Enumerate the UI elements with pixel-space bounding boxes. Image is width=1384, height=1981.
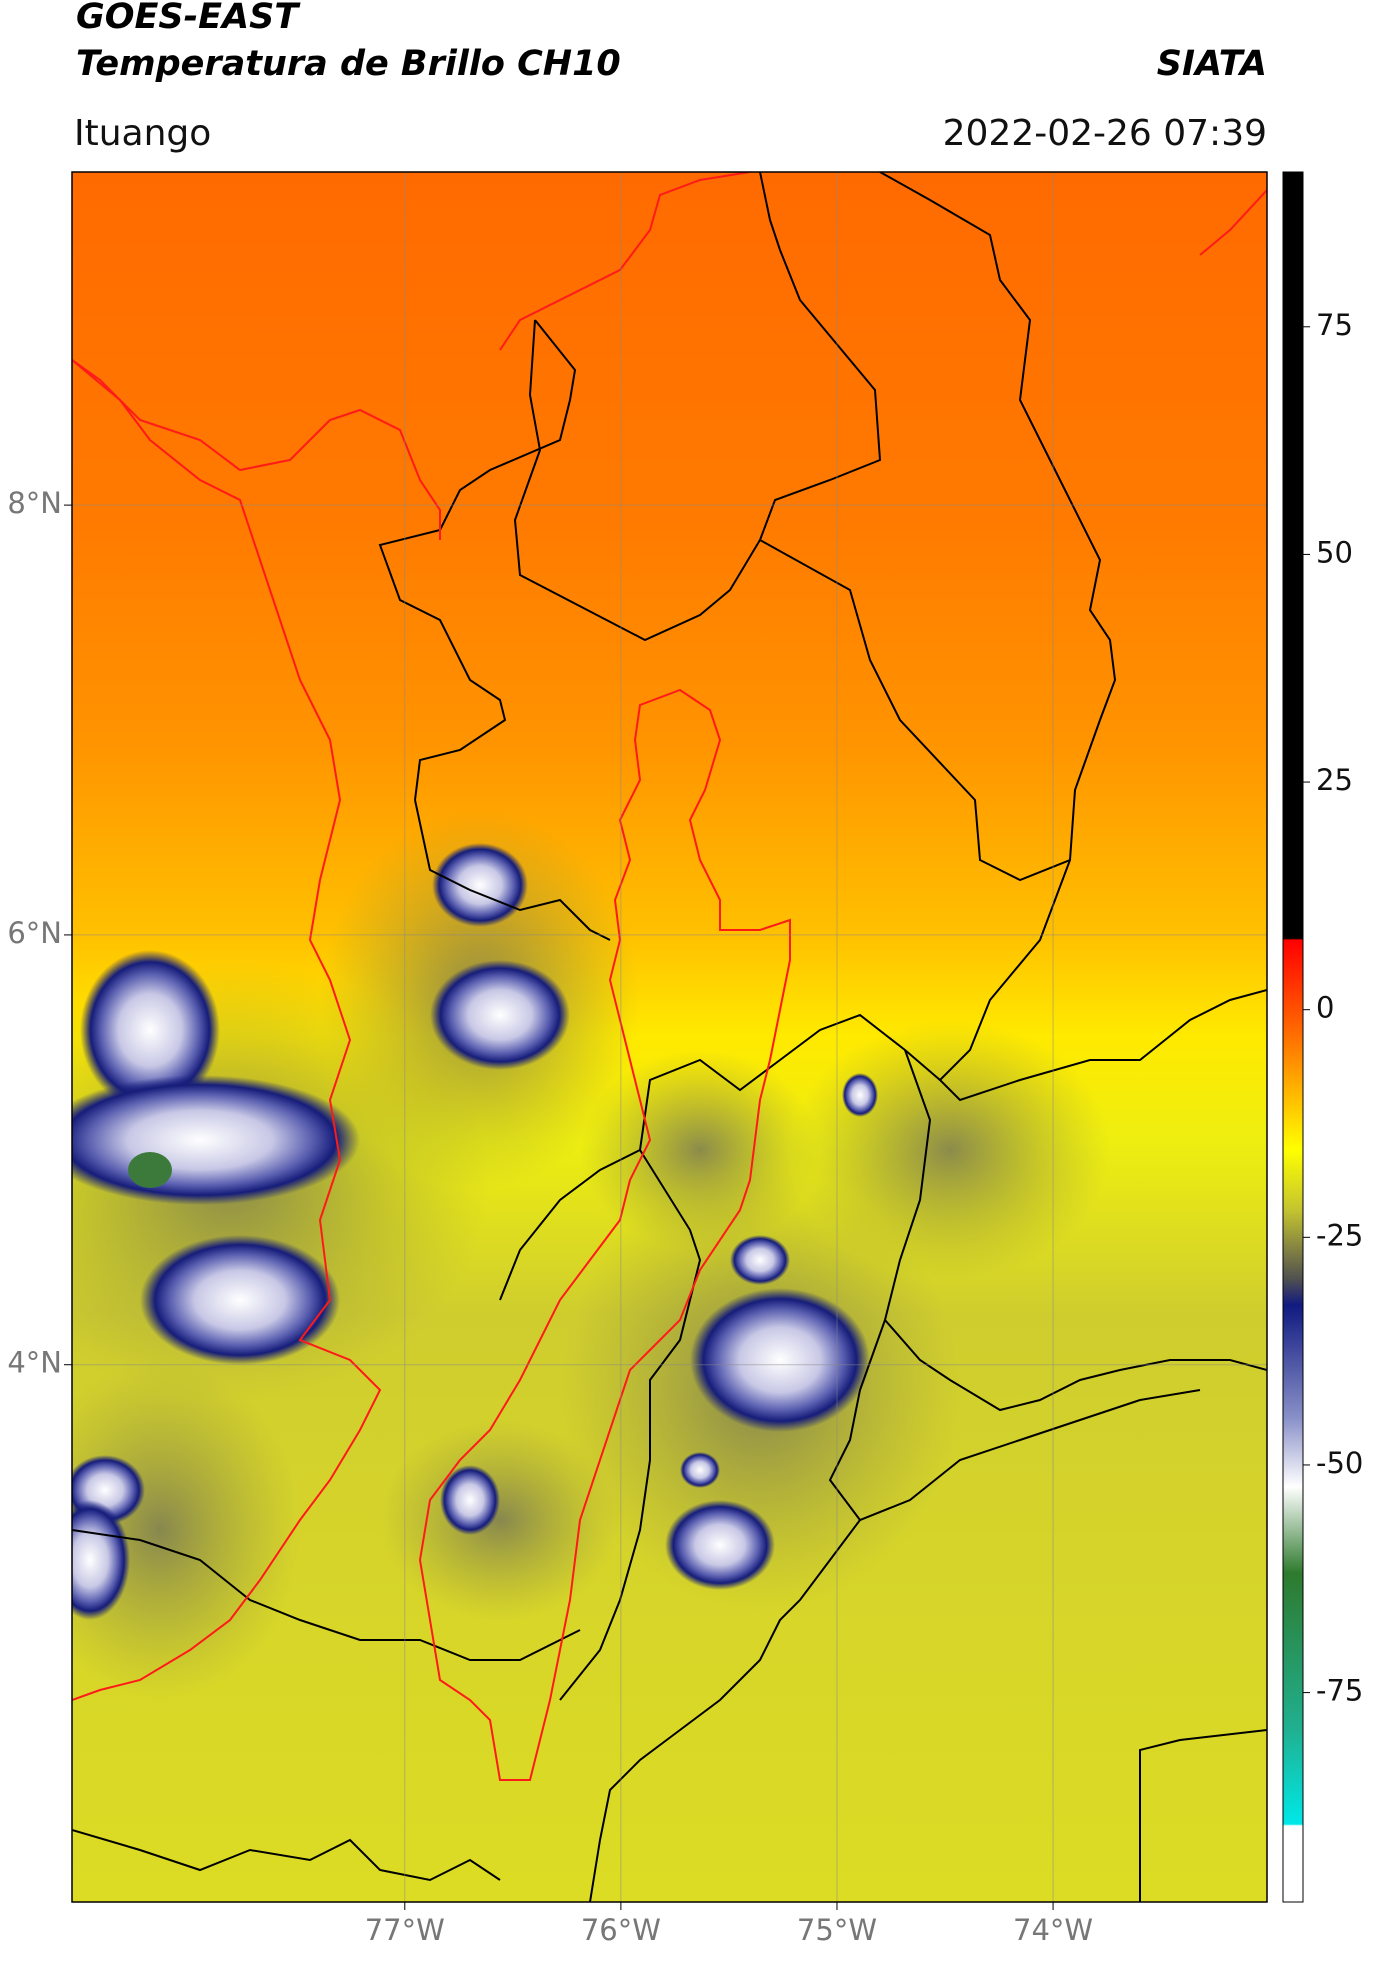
y-tick-label: 4°N [7,1346,62,1380]
colorbar-tick-label: -50 [1316,1446,1363,1480]
colorbar-tick-label: -25 [1316,1218,1363,1252]
title: GOES-EAST [76,0,301,37]
colorbar-tick-label: 50 [1316,535,1353,569]
y-tick-label: 8°N [7,486,62,520]
borders [72,172,1267,1902]
x-tick-label: 75°W [797,1913,877,1947]
colorbar-tick-label: 25 [1316,763,1353,797]
colorbar-tick-label: -75 [1316,1674,1363,1708]
colorbar-tick-label: 0 [1316,991,1334,1025]
map-frame [71,171,1268,1903]
x-tick-label: 77°W [365,1913,445,1947]
clouds [72,843,878,1620]
subtitle: Temperatura de Brillo CH10 [76,44,621,84]
gridlines [72,172,1267,1902]
brand: SIATA [1157,44,1267,84]
x-tick-label: 74°W [1013,1913,1093,1947]
colorbar-tick-label: 75 [1316,308,1353,342]
y-tick-label: 6°N [7,916,62,950]
map [72,172,1267,1902]
coast-and-region [72,172,1267,1781]
location: Ituango [74,113,211,154]
timestamp: 2022-02-26 07:39 [943,113,1267,154]
ticks: 77°W 76°W 75°W 74°W 8°N 6°N 4°N 75 50 25 0 -25 -50 -7… [7,308,1363,1947]
x-tick-label: 76°W [581,1913,661,1947]
colorbar [1282,171,1304,1903]
